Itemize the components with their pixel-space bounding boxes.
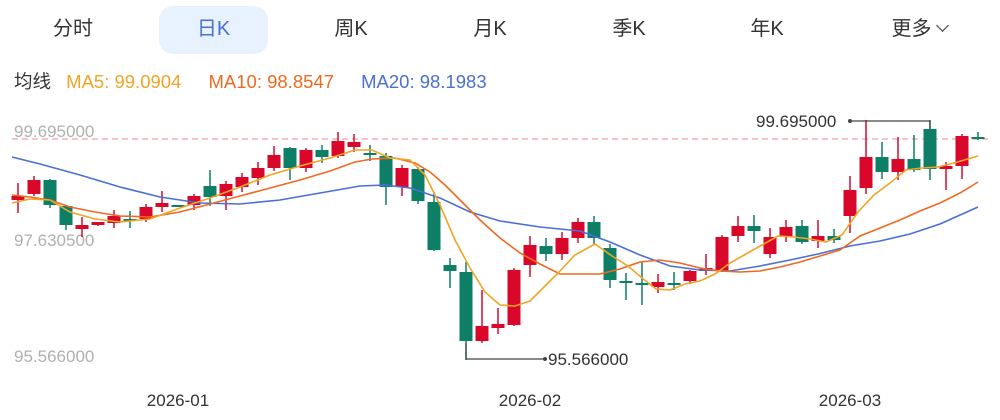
candle-body[interactable] xyxy=(283,148,297,168)
tab-weekly-k[interactable]: 周K xyxy=(334,18,368,40)
ma-legend-title: 均线 xyxy=(14,71,52,92)
candle-body[interactable] xyxy=(651,282,665,287)
min-annotation: 95.566000 xyxy=(465,343,628,369)
candle-body[interactable] xyxy=(875,157,889,172)
ma20-value: MA20: 98.1983 xyxy=(361,71,487,92)
candle-body[interactable] xyxy=(203,186,217,197)
candle-body[interactable] xyxy=(107,216,121,223)
tab-intraday[interactable]: 分时 xyxy=(53,18,93,40)
x-tick-feb: 2026-02 xyxy=(499,391,561,410)
tab-more-label: 更多 xyxy=(891,18,932,40)
ma10-value: MA10: 98.8547 xyxy=(208,71,334,92)
candle-body[interactable] xyxy=(363,153,377,155)
candle-body[interactable] xyxy=(27,180,41,194)
candle-body[interactable] xyxy=(123,219,137,221)
y-tick-mid: 97.630500 xyxy=(14,231,94,250)
tab-monthly-k[interactable]: 月K xyxy=(473,18,507,40)
ma5-line xyxy=(11,149,979,307)
candle-body[interactable] xyxy=(843,190,857,216)
candle-body[interactable] xyxy=(155,203,169,207)
candle-body[interactable] xyxy=(859,157,873,188)
candle-body[interactable] xyxy=(187,196,201,205)
candle-body[interactable] xyxy=(779,227,793,237)
candle-body[interactable] xyxy=(379,156,393,187)
candle-body[interactable] xyxy=(427,202,441,250)
candle-body[interactable] xyxy=(395,168,409,187)
candle-body[interactable] xyxy=(955,136,969,166)
tab-yearly-k[interactable]: 年K xyxy=(750,18,784,40)
ma5-value: MA5: 99.0904 xyxy=(66,71,182,92)
y-tick-high: 99.695000 xyxy=(14,122,94,141)
candle-body[interactable] xyxy=(923,129,937,169)
candle-body[interactable] xyxy=(491,324,505,328)
candle-body[interactable] xyxy=(619,281,633,283)
candle-body[interactable] xyxy=(747,226,761,231)
candle-body[interactable] xyxy=(331,141,345,156)
candle-body[interactable] xyxy=(667,283,681,285)
candle-body[interactable] xyxy=(731,226,745,236)
candle-body[interactable] xyxy=(347,142,361,147)
ma-legend: 均线 MA5: 99.0904 MA10: 98.8547 MA20: 98.1… xyxy=(14,68,509,94)
candle-body[interactable] xyxy=(171,205,185,207)
min-annotation-label: 95.566000 xyxy=(548,350,628,369)
period-tabs: 分时 日K 周K 月K 季K 年K 更多 xyxy=(0,6,1000,54)
candles-group xyxy=(11,120,985,360)
ma20-line xyxy=(11,156,979,272)
candle-body[interactable] xyxy=(475,326,489,341)
candle-body[interactable] xyxy=(555,238,569,254)
candle-body[interactable] xyxy=(235,177,249,187)
candle-body[interactable] xyxy=(75,225,89,229)
ma10-line xyxy=(11,157,979,275)
candle-body[interactable] xyxy=(907,159,921,170)
candle-body[interactable] xyxy=(539,246,553,254)
candle-body[interactable] xyxy=(91,222,105,225)
tab-more-dropdown[interactable]: 更多 xyxy=(874,6,964,54)
candle-body[interactable] xyxy=(939,166,953,169)
max-annotation-label: 99.695000 xyxy=(756,112,836,131)
candle-body[interactable] xyxy=(635,283,649,285)
candle-body[interactable] xyxy=(411,169,425,201)
candle-body[interactable] xyxy=(587,222,601,238)
y-tick-low: 95.566000 xyxy=(14,347,94,366)
candle-body[interactable] xyxy=(795,226,809,242)
candle-body[interactable] xyxy=(715,237,729,271)
candle-body[interactable] xyxy=(683,271,697,281)
tab-quarterly-k[interactable]: 季K xyxy=(612,18,646,40)
candle-body[interactable] xyxy=(603,248,617,280)
candle-body[interactable] xyxy=(811,236,825,241)
candle-body[interactable] xyxy=(459,272,473,341)
candle-body[interactable] xyxy=(267,155,281,168)
candle-body[interactable] xyxy=(251,168,265,178)
candle-body[interactable] xyxy=(443,265,457,271)
candle-body[interactable] xyxy=(763,237,777,254)
candle-body[interactable] xyxy=(507,270,521,325)
tab-daily-k[interactable]: 日K xyxy=(159,6,268,54)
candle-body[interactable] xyxy=(315,150,329,157)
x-tick-jan: 2026-01 xyxy=(147,391,209,410)
candle-body[interactable] xyxy=(971,137,985,139)
x-tick-mar: 2026-03 xyxy=(819,391,881,410)
candle-body[interactable] xyxy=(11,196,25,200)
candle-body[interactable] xyxy=(891,159,905,172)
candle-body[interactable] xyxy=(523,245,537,265)
max-annotation: 99.695000 xyxy=(756,112,931,131)
